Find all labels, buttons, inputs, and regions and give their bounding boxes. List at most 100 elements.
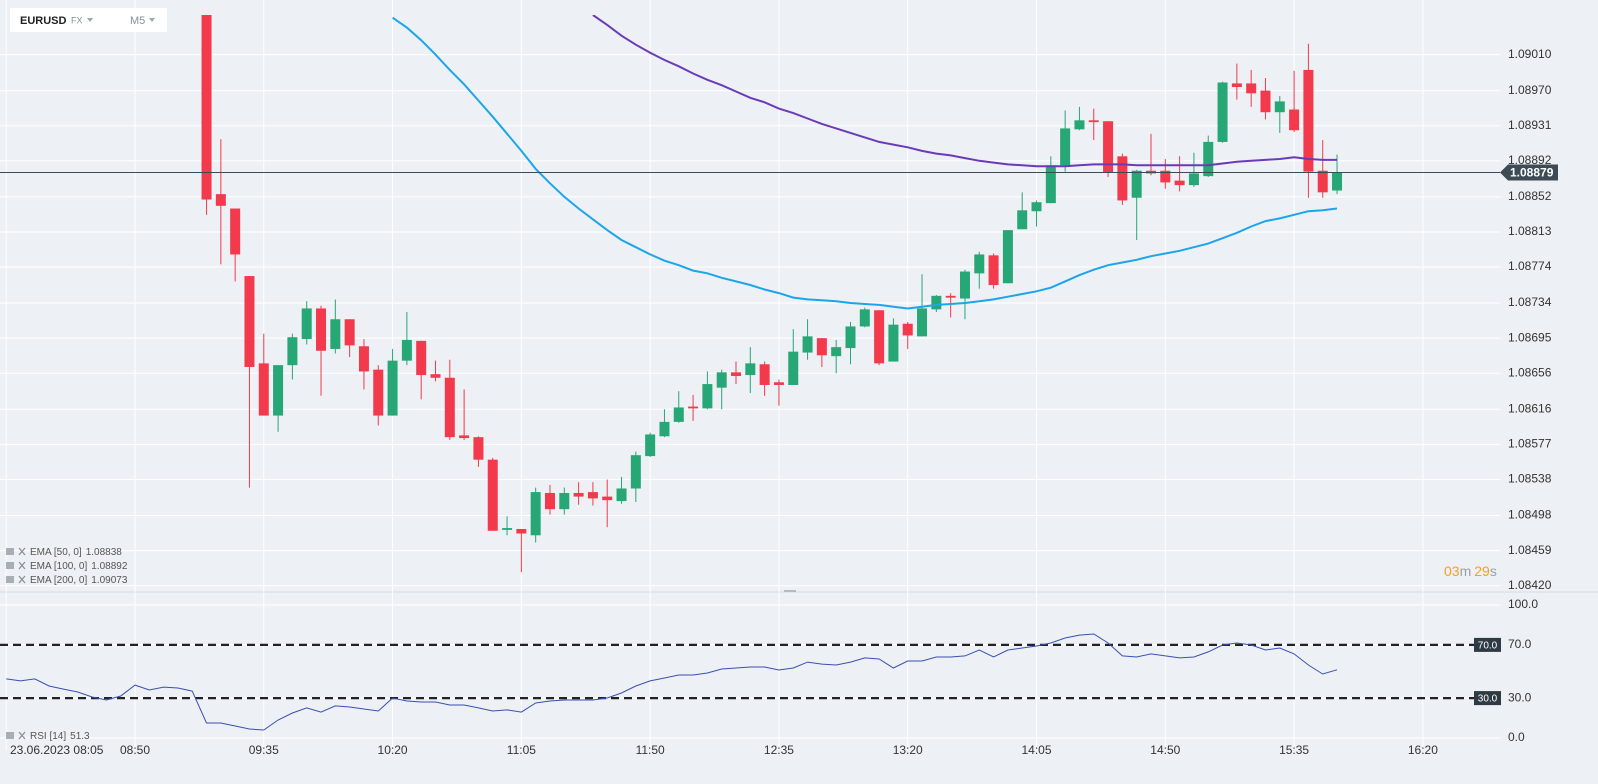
candle-body <box>759 364 770 385</box>
candle-body <box>1060 128 1071 166</box>
countdown-unit: s <box>1490 563 1497 579</box>
x-tick-label: 09:35 <box>249 743 279 757</box>
candle-body <box>788 351 799 385</box>
candle-body <box>1303 69 1314 172</box>
y-tick-label: 1.08892 <box>1508 153 1552 167</box>
candle-body <box>888 324 899 362</box>
candle-body <box>1317 170 1328 193</box>
indicator-line <box>392 16 1338 310</box>
candle-body <box>1188 173 1199 186</box>
candle-body <box>487 459 498 531</box>
countdown-minutes: 03 <box>1444 563 1460 579</box>
candle-body <box>387 360 398 416</box>
candle-body <box>673 407 684 422</box>
candle-body <box>544 492 555 510</box>
legend-icon <box>6 576 14 583</box>
candle-body <box>444 377 455 438</box>
candle-body <box>459 435 470 439</box>
legend-name: EMA [50, 0] <box>30 547 82 558</box>
y-tick-label: 1.08498 <box>1508 508 1552 522</box>
legend-name: RSI [14] <box>30 731 66 742</box>
candle-body <box>587 492 598 499</box>
y-tick-label: 1.08852 <box>1508 189 1552 203</box>
y-tick-label: 1.08695 <box>1508 330 1552 344</box>
candle-body <box>1217 82 1228 142</box>
candle-body <box>1117 156 1128 201</box>
x-tick-label: 16:20 <box>1408 743 1438 757</box>
y-tick-label: 1.08459 <box>1508 543 1552 557</box>
legend-close <box>18 561 26 570</box>
resize-handle[interactable] <box>784 590 796 592</box>
x-tick-label: 08:50 <box>120 743 150 757</box>
legend-icon <box>6 548 14 555</box>
candle-body <box>945 295 956 298</box>
x-tick-label: 12:35 <box>764 743 794 757</box>
candle-body <box>645 434 656 457</box>
y-tick-label: 100.0 <box>1508 597 1538 611</box>
candle-body <box>688 406 699 409</box>
y-tick-label: 70.0 <box>1508 637 1532 651</box>
countdown-unit: m <box>1460 563 1472 579</box>
overlay: 1.09010 1.08970 1.08931 1.08892 1.08852 1.088… <box>6 47 1558 757</box>
candle-body <box>988 255 999 286</box>
x-tick-label: 10:20 <box>378 743 408 757</box>
candle-body <box>802 336 813 353</box>
candle-body <box>659 421 670 437</box>
candle-body <box>602 496 613 501</box>
symbol-box[interactable]: EURUSD FX M5 <box>10 8 167 32</box>
legend-name: EMA [100, 0] <box>30 561 87 572</box>
y-tick-label: 1.08420 <box>1508 578 1552 592</box>
y-tick-label: 30.0 <box>1508 690 1532 704</box>
candle-body <box>215 194 226 206</box>
candle-body <box>287 337 298 366</box>
rsi-panel <box>0 633 1474 731</box>
level-label: 70.0 <box>1478 641 1498 652</box>
indicator-line <box>6 633 1338 731</box>
timeframe[interactable]: M5 <box>130 15 145 27</box>
level-tag <box>1474 637 1501 652</box>
symbol: EURUSD <box>20 15 67 27</box>
y-tick-label: 1.08970 <box>1508 83 1552 97</box>
candle-body <box>959 271 970 299</box>
y-tick-label: 1.08616 <box>1508 401 1552 415</box>
legend-value: 1.09073 <box>91 575 128 586</box>
candle-body <box>1332 172 1343 191</box>
candle-body <box>902 323 913 336</box>
legend-value: 51.3 <box>70 731 90 742</box>
legend-close <box>18 731 26 740</box>
candle-body <box>731 372 742 376</box>
candle-body <box>773 382 784 385</box>
candle-body <box>616 488 627 502</box>
candle-body <box>1246 83 1257 94</box>
x-tick-label: 14:50 <box>1150 743 1180 757</box>
dropdown-arrow <box>87 18 93 22</box>
legend-entry: EMA [50, 0] 1.08838 <box>30 547 122 558</box>
candle-body <box>1017 210 1028 230</box>
price-tag-label: 1.08879 <box>1510 166 1554 180</box>
dropdown-arrow <box>149 18 155 22</box>
countdown: 03m 29s <box>1444 563 1497 579</box>
candle-body <box>230 208 241 255</box>
candle-body <box>630 455 641 489</box>
legend-entry: RSI [14] 51.3 <box>30 731 90 742</box>
candle-body <box>201 15 212 200</box>
candle-body <box>1074 120 1085 130</box>
candle-body <box>716 372 727 388</box>
candle-body <box>273 365 284 416</box>
legend-icon <box>6 732 14 739</box>
y-tick-label: 1.08656 <box>1508 365 1552 379</box>
y-tick-label: 1.08538 <box>1508 472 1552 486</box>
indicator-line <box>592 15 1337 168</box>
candle-body <box>1002 230 1013 284</box>
legend-close <box>18 575 26 584</box>
market: FX <box>71 15 83 25</box>
candle-body <box>1103 121 1114 173</box>
candle-body <box>859 309 870 327</box>
candle-body <box>1274 101 1285 113</box>
candle-body <box>816 338 827 356</box>
x-tick-label: 23.06.2023 08:05 <box>10 743 104 757</box>
y-tick-label: 1.08813 <box>1508 224 1552 238</box>
legend-close <box>18 547 26 556</box>
